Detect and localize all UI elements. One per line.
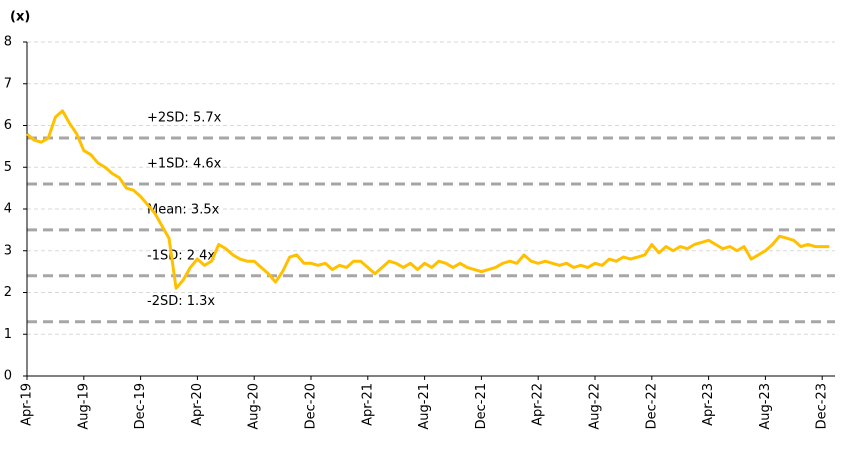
x-tick-label: Dec-21 (474, 383, 489, 429)
y-tick-label: 4 (4, 202, 12, 217)
x-tick-label: Aug-19 (76, 383, 91, 430)
y-tick-label: 5 (4, 160, 12, 175)
y-axis-label: (x) (10, 10, 30, 25)
y-tick-label: 8 (4, 35, 12, 50)
y-tick-label: 6 (4, 118, 12, 133)
band-label: +1SD: 4.6x (147, 156, 222, 171)
x-tick-label: Aug-20 (247, 383, 262, 430)
x-tick-label: Aug-21 (417, 383, 432, 430)
x-tick-label: Dec-22 (644, 383, 659, 429)
band-label: +2SD: 5.7x (147, 111, 222, 126)
x-tick-label: Dec-23 (815, 383, 830, 429)
line-series (26, 109, 830, 290)
x-tick-label: Apr-21 (360, 383, 375, 426)
band-label: -2SD: 1.3x (147, 294, 215, 309)
y-tick-label: 0 (4, 369, 12, 384)
band-label: Mean: 3.5x (147, 202, 220, 217)
x-tick-label: Apr-22 (531, 383, 546, 426)
x-tick-label: Apr-19 (20, 383, 35, 426)
x-tick-label: Dec-19 (133, 383, 148, 429)
y-tick-label: 3 (4, 243, 12, 258)
y-tick-label: 2 (4, 285, 12, 300)
x-tick-label: Dec-20 (304, 383, 319, 429)
y-tick-label: 7 (4, 76, 12, 91)
x-tick-label: Aug-23 (758, 383, 773, 430)
x-tick-label: Apr-20 (190, 383, 205, 426)
x-tick-label: Apr-23 (701, 383, 716, 426)
x-tick-label: Aug-22 (588, 383, 603, 430)
y-tick-label: 1 (4, 327, 12, 342)
band-label: -1SD: 2.4x (147, 248, 215, 263)
